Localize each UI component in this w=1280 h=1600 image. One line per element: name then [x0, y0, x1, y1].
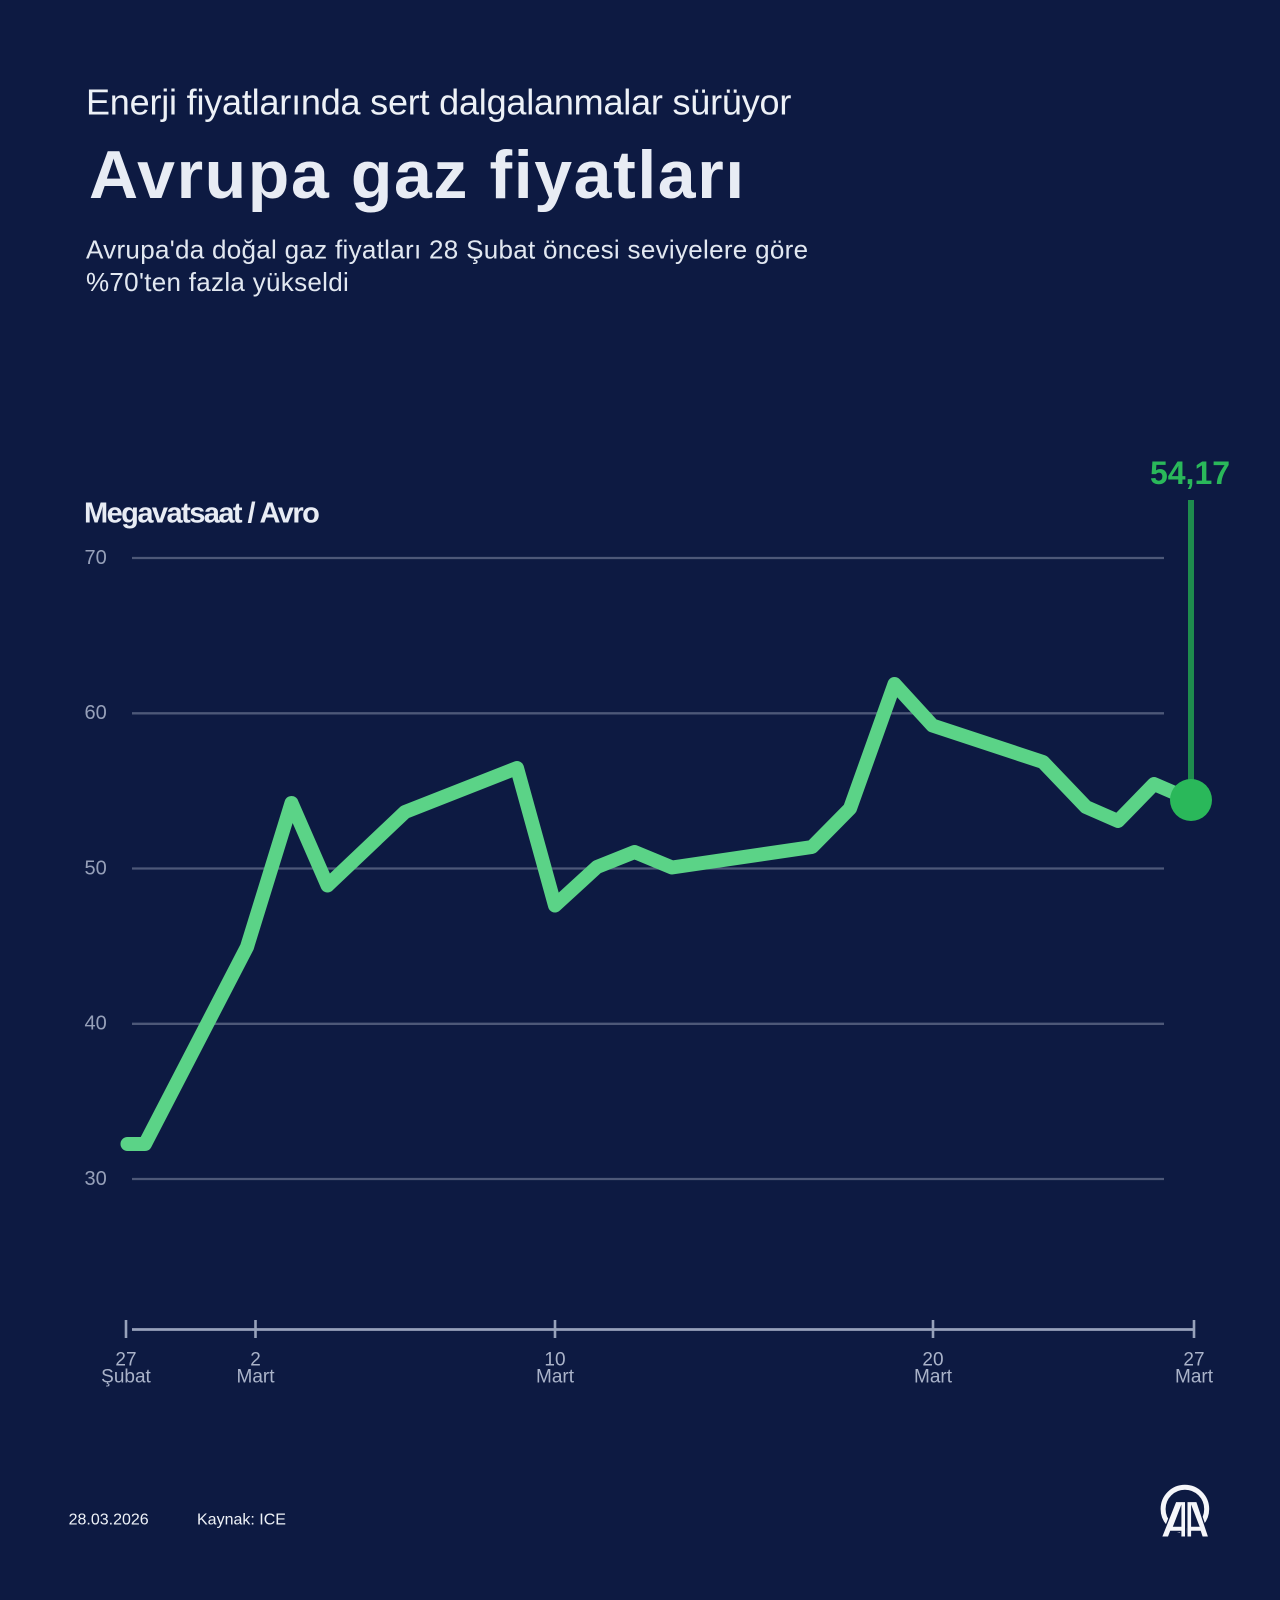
svg-text:70: 70 [85, 547, 107, 569]
svg-text:2: 2 [250, 1350, 261, 1371]
svg-text:Şubat: Şubat [101, 1367, 151, 1388]
svg-text:%70'ten fazla yükseldi: %70'ten fazla yükseldi [86, 267, 349, 297]
svg-text:Megavatsaat / Avro: Megavatsaat / Avro [84, 498, 319, 530]
svg-text:40: 40 [85, 1013, 107, 1035]
svg-text:60: 60 [85, 702, 107, 724]
svg-text:30: 30 [85, 1168, 107, 1190]
svg-text:54,17: 54,17 [1150, 455, 1230, 491]
svg-text:Avrupa'da doğal gaz fiyatları: Avrupa'da doğal gaz fiyatları 28 Şubat ö… [86, 235, 808, 265]
svg-text:Enerji fiyatlarında sert dalga: Enerji fiyatlarında sert dalgalanmalar s… [86, 82, 791, 123]
svg-text:Mart: Mart [914, 1367, 953, 1388]
svg-text:Mart: Mart [237, 1367, 276, 1388]
svg-text:20: 20 [922, 1350, 943, 1371]
svg-text:28.03.2026: 28.03.2026 [69, 1512, 149, 1529]
svg-text:Mart: Mart [536, 1367, 575, 1388]
svg-text:27: 27 [115, 1350, 136, 1371]
svg-text:27: 27 [1183, 1350, 1204, 1371]
svg-text:Kaynak: ICE: Kaynak: ICE [197, 1512, 286, 1529]
svg-text:Avrupa gaz fiyatları: Avrupa gaz fiyatları [89, 137, 746, 213]
svg-text:10: 10 [544, 1350, 565, 1371]
svg-text:Mart: Mart [1175, 1367, 1214, 1388]
svg-text:50: 50 [85, 857, 107, 879]
